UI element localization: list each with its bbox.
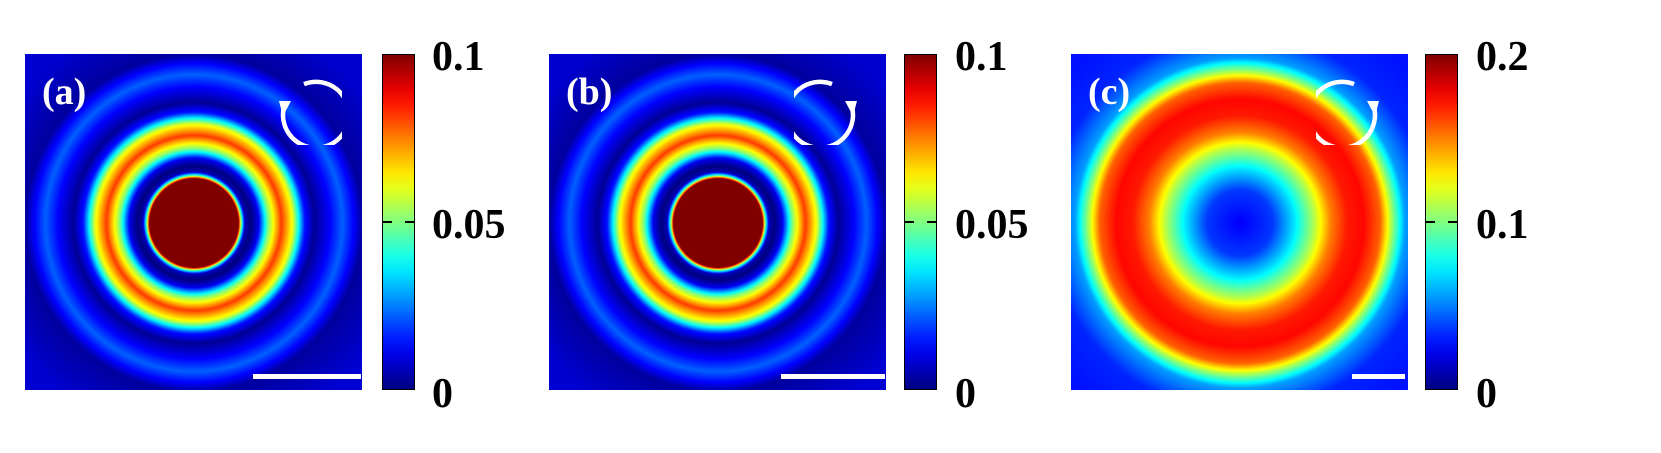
colorbar-label-min-a: 0 [432,371,453,417]
colorbar-label-mid-c: 0.1 [1476,202,1529,248]
panel-label-b: (b) [566,71,613,113]
colorbar-label-max-c: 0.2 [1476,34,1529,80]
heatmap-panel-a: (a) [25,54,362,390]
colorbar-label-max-a: 0.1 [432,34,485,80]
clockwise-rotation-arrow-icon [1316,79,1379,145]
scale-bar-b [781,374,885,379]
colorbar-tick-mid-b [905,221,914,223]
counterclockwise-rotation-arrow-icon [279,79,342,145]
colorbar-tick-mid-c [1426,221,1435,223]
colorbar-a [382,54,415,390]
scale-bar-c [1352,374,1405,379]
colorbar-label-mid-a: 0.05 [432,202,506,248]
panel-label-a: (a) [42,71,87,113]
intensity-map-a [25,54,362,390]
panel-label-c: (c) [1088,71,1131,113]
colorbar-tick-mid-a [383,221,392,223]
colorbar-label-max-b: 0.1 [955,34,1008,80]
heatmap-panel-c: (c) [1071,54,1408,390]
colorbar-label-min-c: 0 [1476,371,1497,417]
intensity-map-c [1071,54,1408,390]
colorbar-b [904,54,937,390]
colorbar-label-min-b: 0 [955,371,976,417]
clockwise-rotation-arrow-icon [794,79,857,145]
heatmap-panel-b: (b) [549,54,886,390]
intensity-map-b [549,54,886,390]
colorbar-c [1425,54,1458,390]
colorbar-label-mid-b: 0.05 [955,202,1029,248]
scale-bar-a [253,374,361,379]
